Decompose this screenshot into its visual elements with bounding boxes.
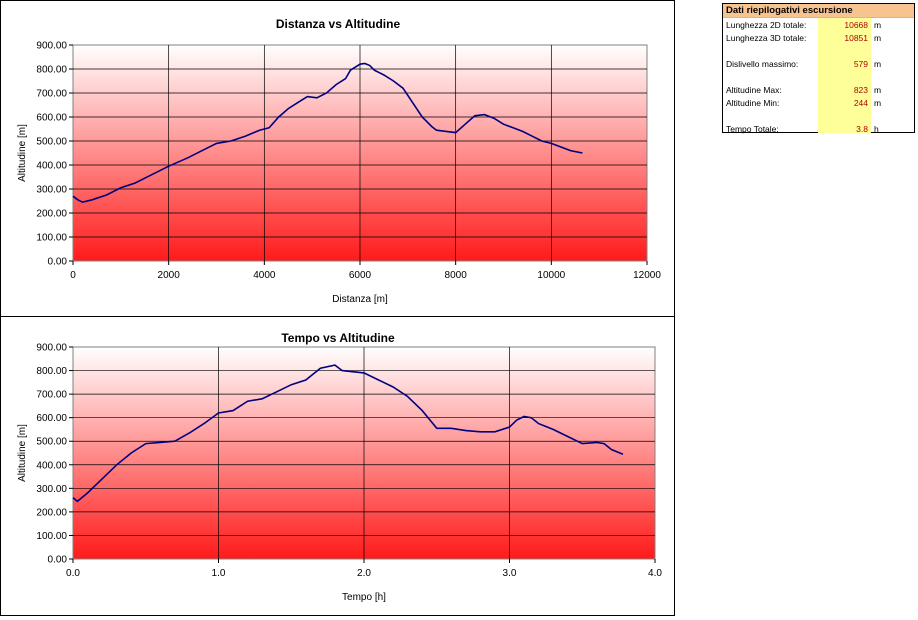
y-tick-label: 400.00: [36, 161, 67, 172]
summary-unit: h: [874, 124, 879, 134]
y-tick-label: 800.00: [36, 366, 67, 377]
chart-title: Tempo vs Altitudine: [281, 331, 395, 345]
y-tick-label: 300.00: [36, 185, 67, 196]
y-tick-label: 500.00: [36, 137, 67, 148]
summary-row-altitude-min: Altitudine Min: 244 m: [723, 98, 914, 109]
time-altitude-chart: Tempo vs Altitudine 0.00 100.00 200.00 300.…: [17, 331, 662, 603]
chart-title: Distanza vs Altitudine: [276, 17, 401, 31]
y-tick-label: 700.00: [36, 390, 67, 401]
y-tick-label: 100.00: [36, 531, 67, 542]
y-tick-label: 900.00: [36, 41, 67, 52]
summary-label: Lunghezza 2D totale:: [726, 20, 807, 30]
summary-label: Tempo Totale:: [726, 124, 779, 134]
x-tick-label: 4.0: [648, 568, 662, 579]
summary-table: Dati riepilogativi escursione Lunghezza …: [722, 3, 915, 135]
x-tick-label: 1.0: [212, 568, 226, 579]
x-tick-label: 0.0: [66, 568, 80, 579]
y-tick-label: 300.00: [36, 484, 67, 495]
x-axis-label: Tempo [h]: [342, 592, 386, 603]
summary-unit: m: [874, 33, 882, 43]
altitude-line: [72, 364, 624, 503]
value-column-highlight: [818, 18, 871, 133]
x-tick-label: 12000: [633, 270, 661, 281]
summary-value: 823: [853, 85, 868, 95]
summary-value: 10668: [844, 20, 868, 30]
distance-altitude-chart-panel: Distanza vs Altitudine 0.00 100.00 200.00 3…: [0, 0, 675, 318]
summary-title: Dati riepilogativi escursione: [723, 4, 914, 18]
summary-unit: m: [874, 20, 882, 30]
summary-row-length-2d: Lunghezza 2D totale: 10668 m: [723, 20, 914, 31]
summary-label: Dislivello massimo:: [726, 59, 799, 69]
y-axis-label: Altitudine [m]: [17, 424, 28, 482]
summary-label: Altitudine Min:: [726, 98, 780, 108]
x-tick-label: 8000: [445, 270, 468, 281]
summary-value: 3.8: [856, 124, 868, 134]
summary-value: 10851: [844, 33, 868, 43]
summary-row-altitude-max: Altitudine Max: 823 m: [723, 85, 914, 96]
y-tick-label: 0.00: [48, 257, 68, 268]
y-tick-label: 700.00: [36, 89, 67, 100]
summary-label: Altitudine Max:: [726, 85, 782, 95]
y-tick-label: 600.00: [36, 413, 67, 424]
x-tick-label: 3.0: [503, 568, 517, 579]
y-tick-label: 600.00: [36, 113, 67, 124]
y-tick-label: 500.00: [36, 437, 67, 448]
summary-unit: m: [874, 98, 882, 108]
distance-altitude-chart: Distanza vs Altitudine 0.00 100.00 200.00 3…: [17, 17, 661, 305]
summary-row-total-time: Tempo Totale: 3.8 h: [723, 124, 914, 135]
summary-label: Lunghezza 3D totale:: [726, 33, 807, 43]
summary-row-length-3d: Lunghezza 3D totale: 10851 m: [723, 33, 914, 44]
summary-row-elevation-gain: Dislivello massimo: 579 m: [723, 59, 914, 70]
y-tick-label: 800.00: [36, 65, 67, 76]
x-tick-label: 6000: [349, 270, 372, 281]
time-altitude-chart-panel: Tempo vs Altitudine 0.00 100.00 200.00 300.…: [0, 316, 675, 616]
altitude-line: [72, 62, 583, 204]
summary-value: 579: [853, 59, 868, 69]
x-tick-label: 4000: [253, 270, 276, 281]
summary-body: Lunghezza 2D totale: 10668 m Lunghezza 3…: [723, 18, 914, 135]
y-tick-label: 400.00: [36, 460, 67, 471]
x-tick-label: 2.0: [357, 568, 371, 579]
y-tick-label: 100.00: [36, 233, 67, 244]
summary-unit: m: [874, 85, 882, 95]
summary-unit: m: [874, 59, 882, 69]
x-axis-label: Distanza [m]: [332, 294, 388, 305]
y-axis-label: Altitudine [m]: [17, 124, 28, 182]
x-tick-label: 0: [70, 270, 76, 281]
y-tick-label: 200.00: [36, 507, 67, 518]
y-tick-label: 0.00: [48, 555, 68, 566]
x-tick-label: 2000: [158, 270, 181, 281]
y-tick-label: 900.00: [36, 343, 67, 354]
y-tick-label: 200.00: [36, 209, 67, 220]
summary-value: 244: [853, 98, 868, 108]
x-tick-label: 10000: [537, 270, 565, 281]
